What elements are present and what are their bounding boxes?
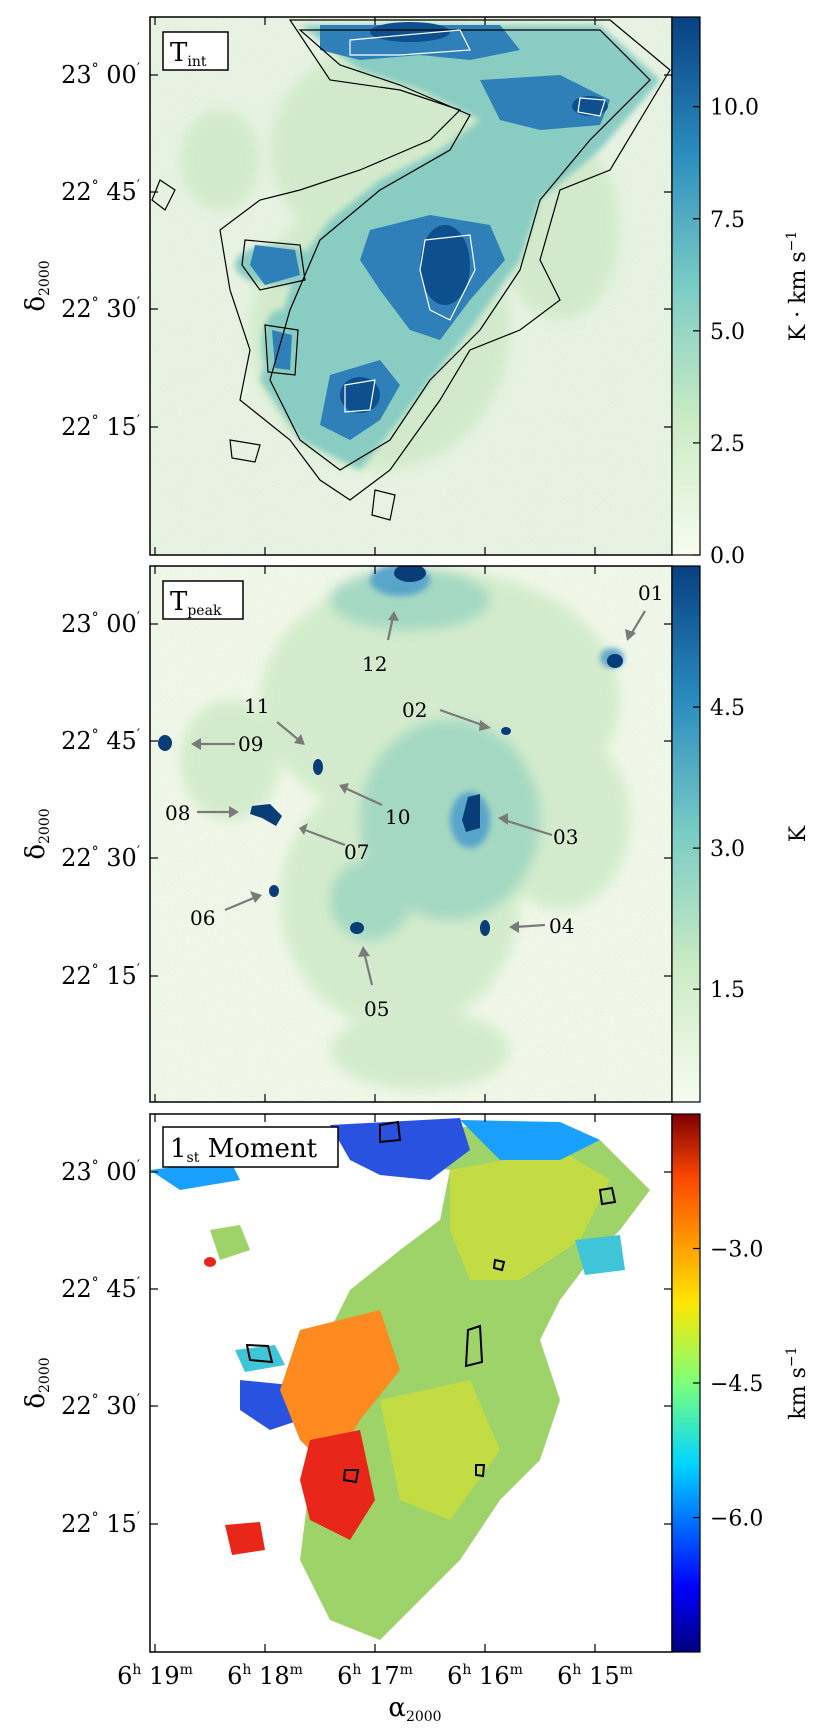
y-tick-label: 22° 15′ <box>61 1510 140 1538</box>
y-tick-label: 22° 30′ <box>61 844 140 872</box>
colorbar-tick-label: 5.0 <box>710 320 745 345</box>
tpeak-annotation-labels: 01 02 03 04 05 06 07 08 09 10 11 12 <box>165 581 663 1021</box>
tint-colorbar-ticks: 0.0 2.5 5.0 7.5 10.0 <box>693 96 759 569</box>
tpeak-arrows <box>197 610 646 986</box>
tpeak-arrowheads <box>191 611 636 957</box>
tpeak-colorbar-ticks: 1.5 3.0 4.5 <box>693 696 745 1003</box>
colorbar-tick-label: −4.5 <box>710 1372 763 1397</box>
colorbar-tick-label: −3.0 <box>710 1238 763 1263</box>
colorbar-tick-label: 10.0 <box>710 96 759 121</box>
moment-label-box: 1st Moment <box>162 1126 339 1168</box>
moment-label: 1st Moment <box>170 1134 318 1166</box>
annotation-11: 11 <box>244 694 269 718</box>
tint-colorbar <box>671 16 701 556</box>
y-tick-label: 22° 30′ <box>61 295 140 323</box>
moment-map <box>150 1114 672 1652</box>
colorbar-tick-label: 1.5 <box>710 978 745 1003</box>
panel-tint: Tint 0.0 2.5 5.0 7.5 10.0 K · km s−1 <box>149 16 811 569</box>
x-tick-label: 6h 18m <box>227 1662 303 1690</box>
annotation-05: 05 <box>364 997 389 1021</box>
y-axis-title-moment: δ2000 <box>21 1357 53 1408</box>
moment-colorbar-ticks: −3.0 −4.5 −6.0 <box>693 1238 763 1532</box>
annotation-04: 04 <box>549 914 574 938</box>
y-axis-title-tint: δ2000 <box>21 260 53 311</box>
tint-colorbar-label: K · km s−1 <box>784 231 811 342</box>
x-tick-label: 6h 19m <box>117 1662 193 1690</box>
tint-white-contours <box>344 29 606 413</box>
axes: 23° 00′ 22° 45′ 22° 30′ 22° 15′ 23° 00′ 22° 4… <box>61 17 672 1690</box>
moment-contours <box>245 1120 617 1484</box>
colorbar-tick-label: 0.0 <box>710 544 745 569</box>
moment-orange <box>280 1310 400 1470</box>
annotation-01: 01 <box>638 581 663 605</box>
tint-map <box>150 17 672 555</box>
panel-tpeak: 01 02 03 04 05 06 07 08 09 10 11 12 Tpea… <box>149 565 811 1103</box>
annotation-09: 09 <box>238 732 263 756</box>
x-tick-label: 6h 17m <box>337 1662 413 1690</box>
colorbar-tick-label: 4.5 <box>710 696 745 721</box>
tint-label: Tint <box>170 38 207 70</box>
y-axis-title-tpeak: δ2000 <box>21 808 53 859</box>
y-tick-label: 23° 00′ <box>61 1158 140 1186</box>
y-tick-label: 22° 30′ <box>61 1392 140 1420</box>
annotation-02: 02 <box>402 698 427 722</box>
panel-moment: 1st Moment −3.0 −4.5 −6.0 km s−1 <box>149 1113 811 1653</box>
x-tick-label: 6h 16m <box>447 1662 523 1690</box>
moment-body <box>210 1125 650 1640</box>
colorbar-tick-label: 2.5 <box>710 432 745 457</box>
tpeak-label: Tpeak <box>170 587 222 619</box>
moment-colorbar-label: km s−1 <box>784 1346 811 1419</box>
y-tick-label: 23° 00′ <box>61 61 140 89</box>
annotation-06: 06 <box>190 906 215 930</box>
annotation-10: 10 <box>385 805 410 829</box>
colorbar-tick-label: 7.5 <box>710 208 745 233</box>
tint-contours <box>151 19 671 521</box>
colorbar-tick-label: −6.0 <box>710 1507 763 1532</box>
annotation-08: 08 <box>165 801 190 825</box>
tpeak-label-box: Tpeak <box>162 580 244 620</box>
colorbar-tick-label: 3.0 <box>710 837 745 862</box>
annotation-12: 12 <box>362 652 387 676</box>
tint-label-box: Tint <box>162 31 229 71</box>
moment-red <box>204 1257 375 1555</box>
y-tick-label: 22° 15′ <box>61 962 140 990</box>
tpeak-colorbar-label: K <box>786 825 811 842</box>
y-tick-label: 23° 00′ <box>61 610 140 638</box>
tpeak-colorbar <box>671 565 701 1103</box>
annotation-07: 07 <box>344 840 369 864</box>
tpeak-map <box>150 566 672 1102</box>
y-tick-label: 22° 15′ <box>61 413 140 441</box>
y-tick-label: 22° 45′ <box>61 178 140 206</box>
x-axis-title: α2000 <box>388 1693 441 1725</box>
y-tick-label: 22° 45′ <box>61 727 140 755</box>
y-tick-label: 22° 45′ <box>61 1275 140 1303</box>
annotation-03: 03 <box>553 825 578 849</box>
x-tick-label: 6h 15m <box>557 1662 633 1690</box>
tpeak-cores <box>158 566 623 936</box>
